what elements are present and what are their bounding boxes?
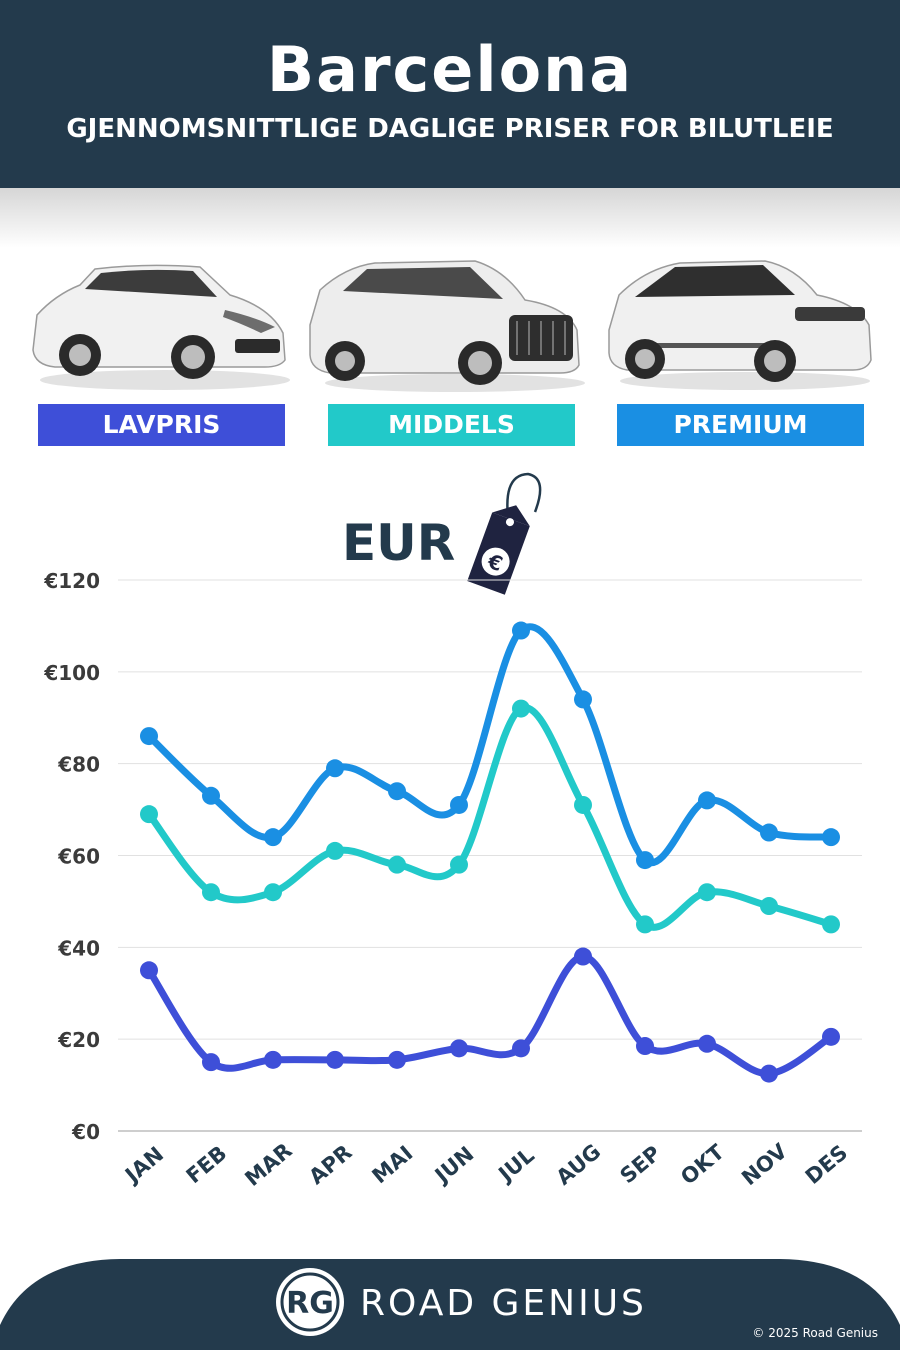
data-point-lavpris	[140, 961, 158, 980]
page-subtitle: GJENNOMSNITTLIGE DAGLIGE PRISER FOR BILU…	[66, 114, 834, 144]
y-tick-label: €60	[57, 845, 100, 869]
data-point-middels	[388, 855, 406, 874]
budget-car-image	[32, 264, 290, 390]
data-point-premium	[512, 621, 530, 640]
road-genius-logo-icon	[276, 1268, 344, 1336]
y-tick-label: €40	[57, 936, 100, 960]
x-tick-label: NOV	[737, 1139, 792, 1191]
euro-price-tag-icon: €	[467, 472, 542, 595]
data-point-lavpris	[264, 1050, 282, 1069]
data-point-middels	[326, 841, 344, 860]
copyright-text: © 2025 Road Genius	[752, 1326, 878, 1340]
data-point-middels	[450, 855, 468, 874]
x-tick-label: JAN	[119, 1142, 168, 1188]
x-tick-label: OKT	[676, 1139, 729, 1189]
data-point-middels	[574, 795, 592, 814]
y-tick-label: €20	[57, 1028, 100, 1052]
header-shadow-band	[0, 188, 900, 248]
x-tick-label: APR	[304, 1140, 356, 1189]
y-axis-ticks: €0 €20 €40 €60 €80 €100 €120	[43, 569, 100, 1144]
data-point-lavpris	[450, 1039, 468, 1058]
data-point-premium	[574, 690, 592, 709]
footer-banner: RG	[0, 1259, 900, 1350]
chart-gridlines	[118, 579, 862, 1132]
data-point-middels	[512, 699, 530, 718]
chart-series	[140, 621, 840, 1083]
data-point-premium	[202, 786, 220, 805]
y-tick-label: €80	[57, 753, 100, 777]
currency-label: EUR	[342, 514, 455, 572]
y-tick-label: €100	[43, 661, 100, 685]
x-axis-ticks: JAN FEB MAR APR MAI JUN JUL AUG SEP OKT NOV DES	[119, 1138, 852, 1191]
page-title: Barcelona	[266, 33, 634, 106]
x-tick-label: JUN	[429, 1142, 478, 1189]
data-point-lavpris	[326, 1050, 344, 1069]
price-line-chart: EUR € €0 €20 €40 €60 €80 €100 €120 JAN FEB MAR AP…	[43, 472, 862, 1191]
data-point-middels	[822, 915, 840, 934]
x-tick-label: MAI	[368, 1141, 418, 1188]
series-line-lavpris	[145, 953, 835, 1078]
y-tick-label: €120	[43, 569, 100, 593]
x-tick-label: SEP	[616, 1141, 666, 1188]
data-point-lavpris	[512, 1039, 530, 1058]
data-point-lavpris	[698, 1034, 716, 1053]
data-point-premium	[450, 795, 468, 814]
data-point-lavpris	[388, 1050, 406, 1069]
data-point-lavpris	[574, 947, 592, 966]
data-point-middels	[760, 897, 778, 916]
logo-monogram: RG	[286, 1286, 334, 1321]
header-banner: Barcelona GJENNOMSNITTLIGE DAGLIGE PRISE…	[0, 0, 900, 188]
data-point-middels	[140, 805, 158, 824]
x-tick-label: JUL	[493, 1143, 539, 1187]
x-tick-label: FEB	[182, 1141, 232, 1188]
data-point-premium	[636, 851, 654, 870]
midrange-car-image	[309, 260, 585, 392]
data-point-lavpris	[760, 1064, 778, 1083]
legend-midrange-badge: MIDDELS	[328, 404, 575, 446]
data-point-premium	[326, 759, 344, 778]
data-point-premium	[140, 727, 158, 746]
data-point-lavpris	[636, 1037, 654, 1056]
x-tick-label: AUG	[552, 1139, 606, 1189]
brand-name: ROAD GENIUS	[360, 1283, 647, 1324]
y-tick-label: €0	[71, 1120, 100, 1144]
data-point-middels	[698, 883, 716, 902]
x-tick-label: DES	[801, 1140, 852, 1189]
data-point-lavpris	[822, 1027, 840, 1046]
legend-budget-badge: LAVPRIS	[38, 404, 285, 446]
data-point-premium	[388, 782, 406, 801]
x-tick-label: MAR	[240, 1138, 296, 1191]
series-line-premium	[145, 623, 835, 867]
data-point-premium	[760, 823, 778, 842]
data-point-premium	[698, 791, 716, 810]
premium-car-image	[608, 260, 872, 390]
data-point-lavpris	[202, 1053, 220, 1072]
data-point-premium	[822, 828, 840, 847]
data-point-middels	[264, 883, 282, 902]
series-line-middels	[145, 704, 835, 931]
data-point-middels	[636, 915, 654, 934]
legend-premium-badge: PREMIUM	[617, 404, 864, 446]
data-point-premium	[264, 828, 282, 847]
data-point-middels	[202, 883, 220, 902]
